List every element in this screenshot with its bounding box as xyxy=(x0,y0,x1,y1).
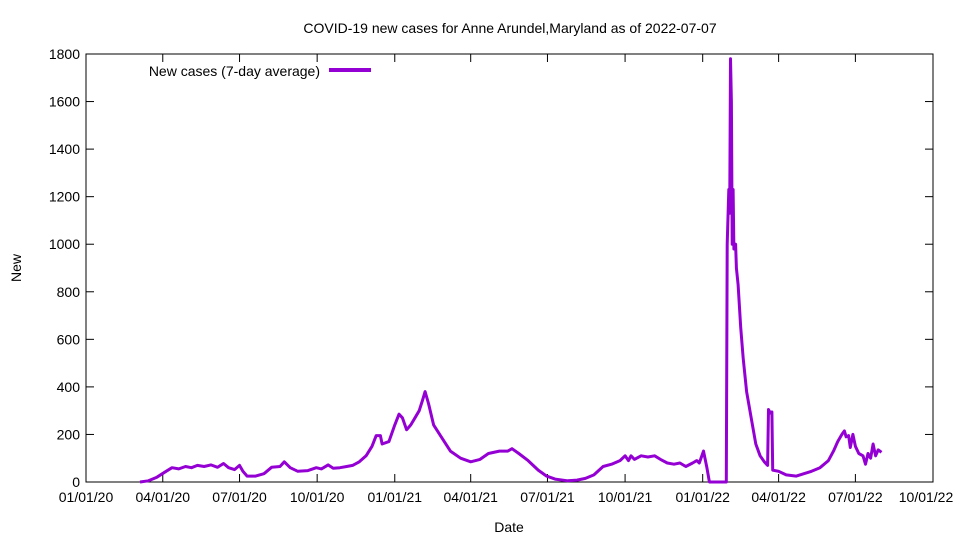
y-tick-label: 800 xyxy=(57,284,81,300)
legend-label: New cases (7-day average) xyxy=(149,63,320,79)
chart-title: COVID-19 new cases for Anne Arundel,Mary… xyxy=(303,20,716,36)
y-tick-label: 1600 xyxy=(49,94,80,110)
x-tick-label: 04/01/20 xyxy=(136,489,191,505)
plot-frame xyxy=(85,53,934,483)
y-tick-label: 400 xyxy=(57,379,81,395)
x-tick-label: 04/01/21 xyxy=(443,489,498,505)
x-tick-label: 01/01/21 xyxy=(368,489,423,505)
x-tick-label: 10/01/22 xyxy=(899,489,954,505)
x-tick-label: 10/01/20 xyxy=(290,489,345,505)
y-tick-label: 200 xyxy=(57,426,81,442)
x-tick-label: 10/01/21 xyxy=(598,489,653,505)
series-line-new-cases xyxy=(139,57,883,484)
x-tick-label: 07/01/21 xyxy=(520,489,575,505)
x-tick-label: 07/01/22 xyxy=(828,489,883,505)
y-tick-label: 1200 xyxy=(49,189,80,205)
x-axis: 01/01/20 04/01/20 07/01/20 10/01/20 01/01/21… xyxy=(59,54,954,505)
y-tick-label: 0 xyxy=(72,474,80,490)
legend: New cases (7-day average) xyxy=(149,63,371,79)
y-axis: 0 200 400 600 800 1000 1200 1400 1600 1800 xyxy=(49,46,933,490)
x-tick-label: 07/01/20 xyxy=(212,489,267,505)
x-tick-label: 04/01/22 xyxy=(751,489,806,505)
y-axis-label: New xyxy=(8,253,24,282)
x-tick-label: 01/01/20 xyxy=(59,489,114,505)
x-axis-label: Date xyxy=(494,519,524,535)
x-tick-label: 01/01/22 xyxy=(675,489,730,505)
y-tick-label: 1000 xyxy=(49,236,80,252)
y-tick-label: 600 xyxy=(57,331,81,347)
y-tick-label: 1800 xyxy=(49,46,80,62)
y-tick-label: 1400 xyxy=(49,141,80,157)
